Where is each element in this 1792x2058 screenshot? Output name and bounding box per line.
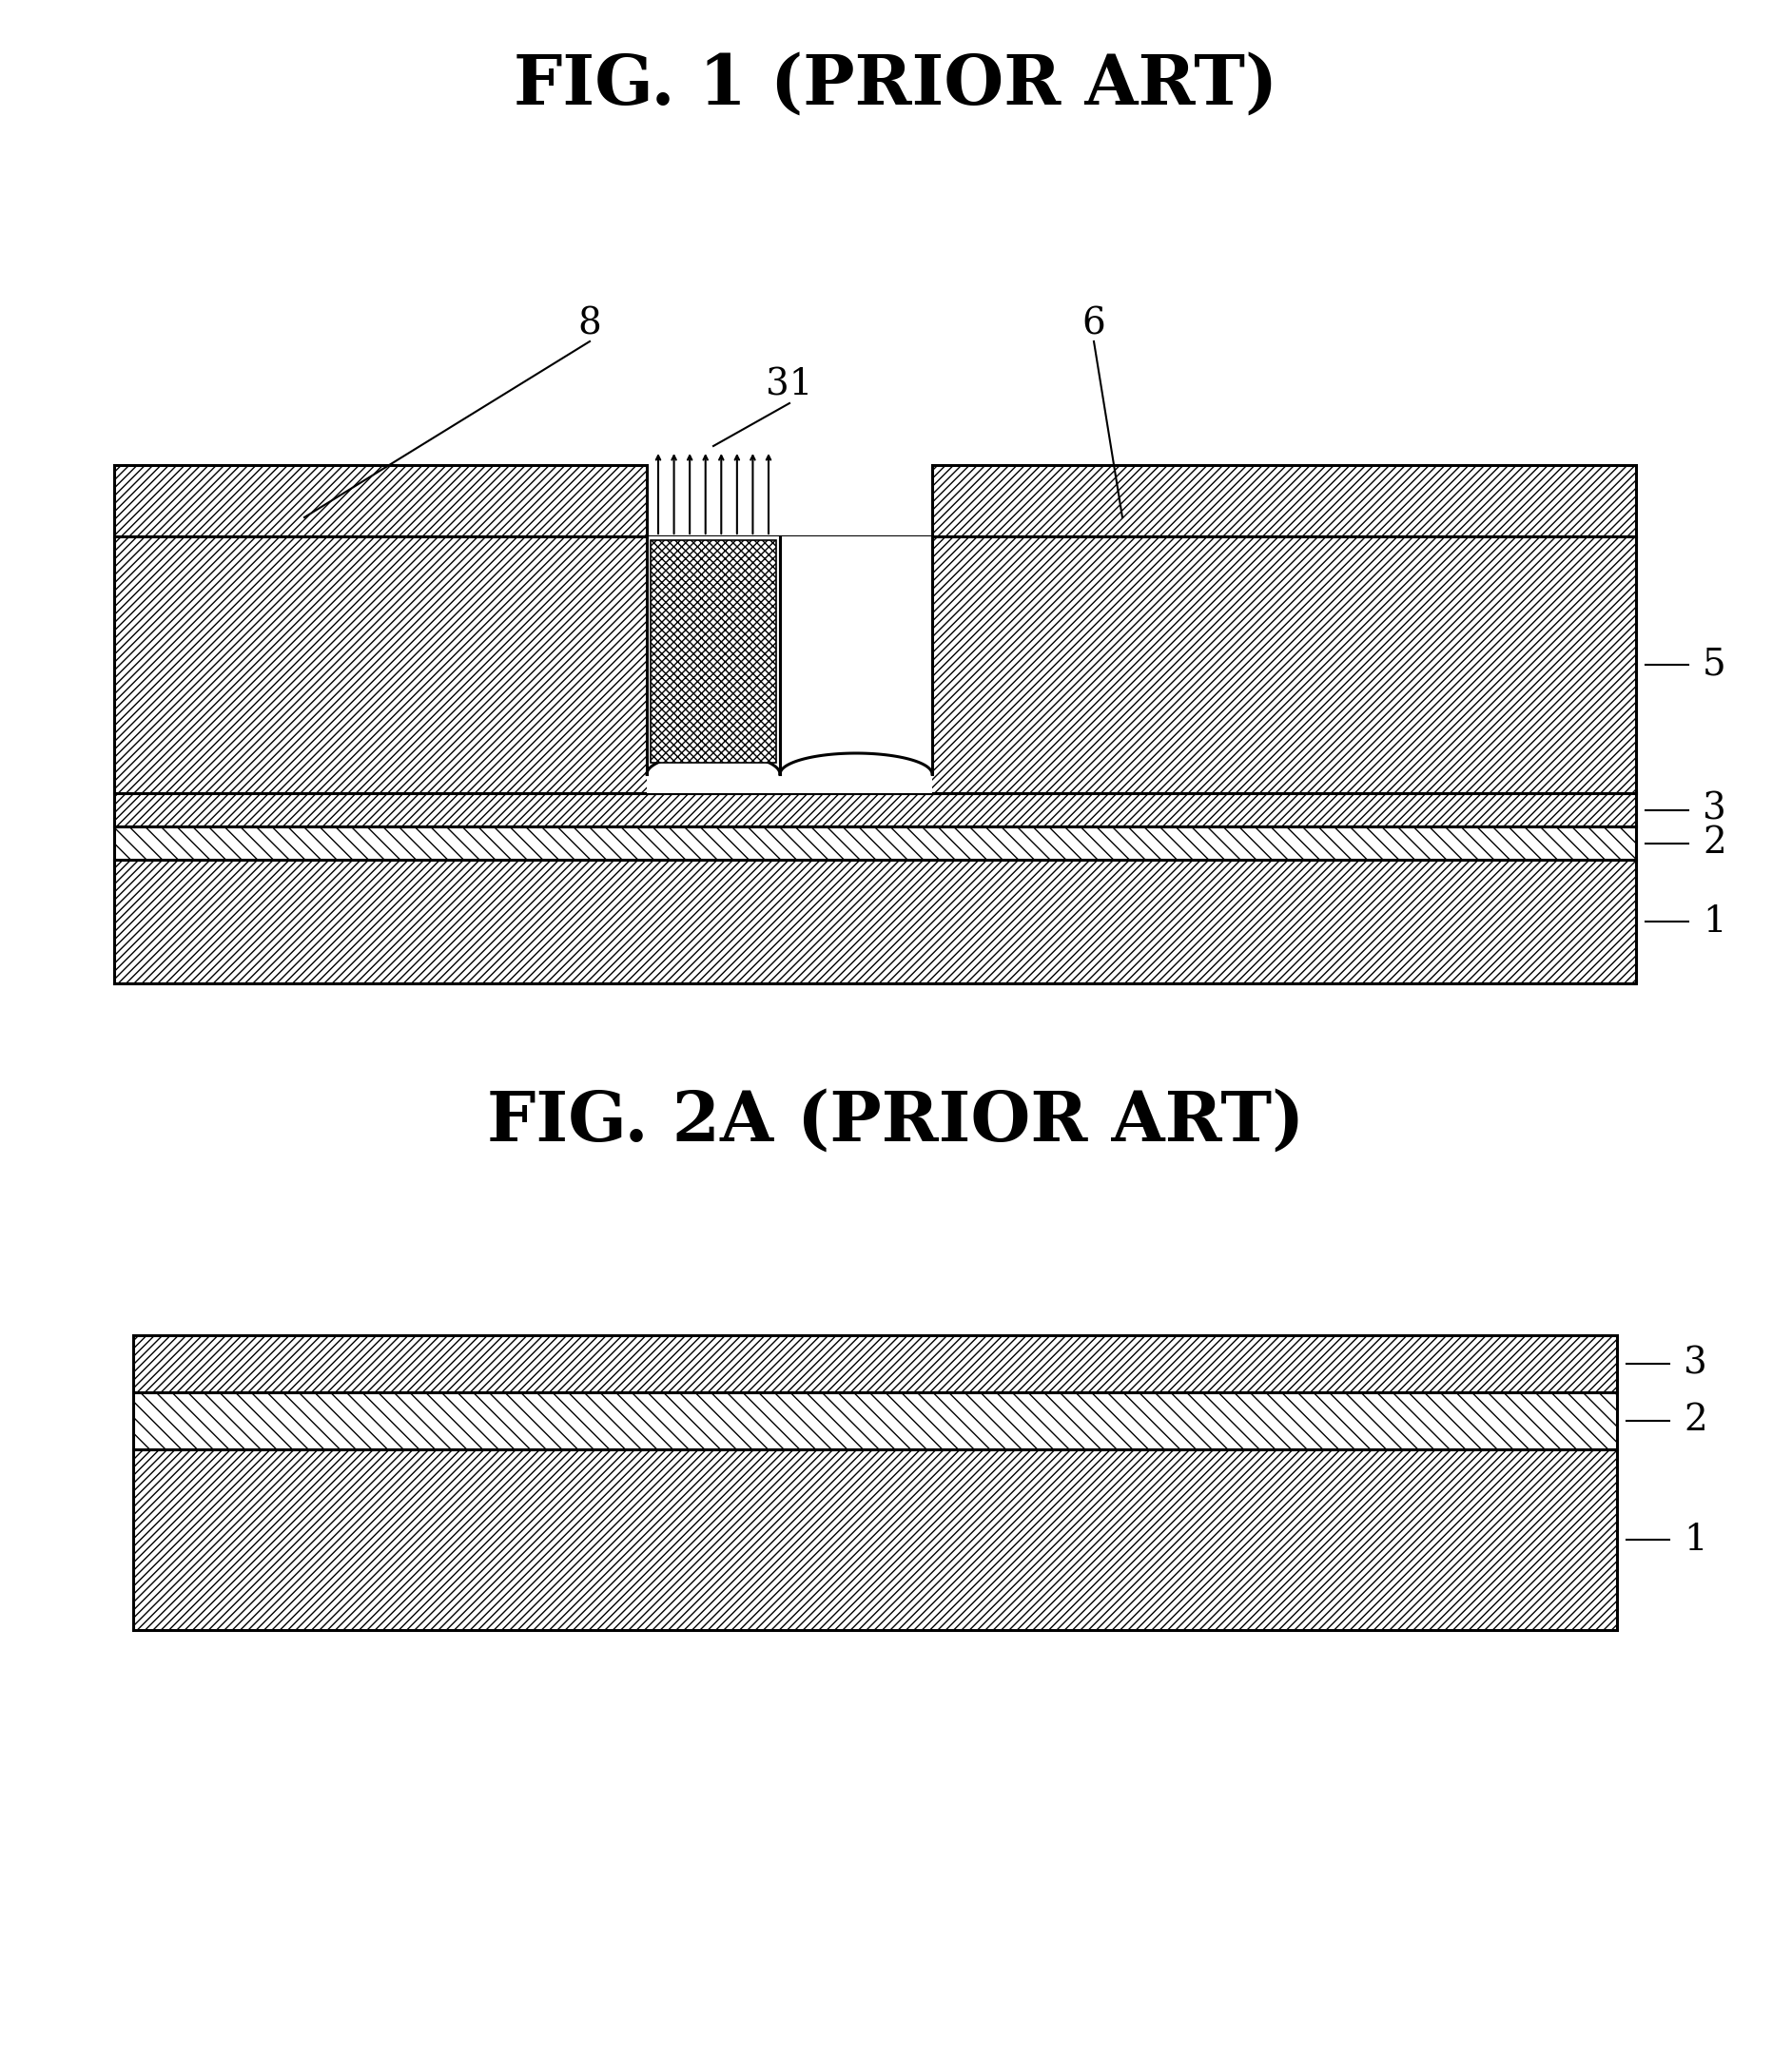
Bar: [133, 1336, 1616, 1393]
Text: 5: 5: [1702, 646, 1726, 683]
Bar: [780, 537, 932, 792]
Text: 6: 6: [1082, 307, 1106, 342]
Bar: [650, 539, 776, 764]
Bar: [115, 860, 1636, 984]
Bar: [133, 1393, 1616, 1449]
Text: 1: 1: [1683, 1523, 1708, 1558]
Bar: [647, 537, 780, 792]
Text: 3: 3: [1683, 1346, 1708, 1381]
Text: 2: 2: [1683, 1404, 1708, 1439]
Bar: [932, 465, 1636, 537]
Text: 31: 31: [765, 368, 814, 403]
Bar: [115, 537, 1636, 792]
Text: 1: 1: [1702, 903, 1726, 938]
Text: FIG. 1 (PRIOR ART): FIG. 1 (PRIOR ART): [514, 51, 1278, 119]
Text: 3: 3: [1702, 792, 1726, 827]
Text: 2: 2: [1702, 825, 1726, 860]
Text: 8: 8: [579, 307, 602, 342]
Bar: [133, 1449, 1616, 1630]
Bar: [115, 827, 1636, 860]
Bar: [115, 792, 1636, 827]
Bar: [115, 465, 647, 537]
Text: FIG. 2A (PRIOR ART): FIG. 2A (PRIOR ART): [487, 1089, 1305, 1155]
